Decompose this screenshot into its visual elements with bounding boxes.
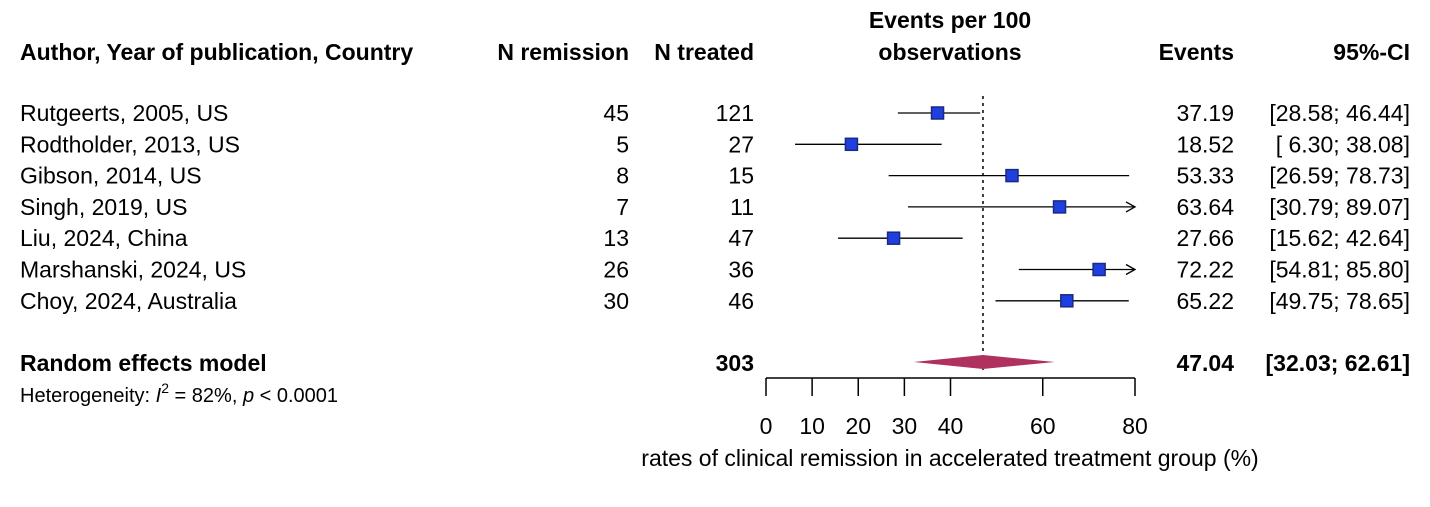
study-label: Choy, 2024, Australia [20, 288, 237, 314]
study-events: 18.52 [1176, 131, 1234, 157]
study-events: 27.66 [1176, 225, 1234, 251]
study-events: 63.64 [1176, 194, 1234, 220]
pooled-label: Random effects model [20, 350, 267, 376]
study-n-treated: 11 [730, 194, 754, 220]
x-axis-tick-label: 60 [1030, 413, 1056, 439]
study-ci-arrow [1125, 263, 1137, 276]
x-axis-tick-label: 80 [1122, 413, 1148, 439]
study-point-square [1005, 168, 1019, 183]
heterogeneity-text: Heterogeneity: I2 = 82%, p < 0.0001 [20, 380, 338, 407]
header-ci: 95%-CI [1333, 39, 1410, 65]
heterogeneity-p-value: < 0.0001 [254, 385, 338, 407]
study-n-remission: 5 [616, 131, 629, 157]
x-axis-tick-label: 20 [845, 413, 871, 439]
study-n-remission: 26 [603, 257, 629, 283]
header-study: Author, Year of publication, Country [20, 39, 413, 65]
study-n-treated: 121 [716, 100, 754, 126]
study-n-treated: 46 [728, 288, 754, 314]
heterogeneity-prefix: Heterogeneity: [20, 385, 156, 407]
study-point-square [1092, 262, 1106, 277]
x-axis-tick-label: 40 [938, 413, 964, 439]
study-n-remission: 7 [616, 194, 629, 220]
pooled-ci: [32.03; 62.61] [1266, 350, 1410, 376]
study-ci: [15.62; 42.64] [1269, 225, 1410, 251]
study-point-square [844, 137, 859, 152]
pooled-diamond [913, 355, 1055, 369]
x-axis: 0 10 20 30 40 60 80 [760, 377, 1148, 439]
x-axis-tick-label: 10 [799, 413, 825, 439]
heterogeneity-p-symbol: p [242, 385, 254, 407]
study-label: Marshanski, 2024, US [20, 257, 246, 283]
study-ci: [26.59; 78.73] [1269, 163, 1410, 189]
study-label: Singh, 2019, US [20, 194, 188, 220]
study-ci-arrow [1125, 201, 1137, 213]
study-rows: Rutgeerts, 2005, US 45 121 37.19 [28.58; 46.… [20, 100, 1410, 314]
header-events: Events [1159, 39, 1234, 65]
x-axis-tick-label: 30 [892, 413, 918, 439]
study-label: Gibson, 2014, US [20, 163, 202, 189]
heterogeneity-i-symbol: I [156, 385, 162, 407]
study-n-remission: 13 [603, 225, 629, 251]
study-ci: [30.79; 89.07] [1269, 194, 1410, 220]
pooled-n-treated: 303 [716, 350, 754, 376]
study-point-square [1060, 294, 1074, 308]
x-axis-tick-label: 0 [760, 413, 773, 439]
study-n-treated: 15 [728, 163, 754, 189]
study-ci: [28.58; 46.44] [1269, 100, 1410, 126]
study-label: Liu, 2024, China [20, 225, 188, 251]
header-plot-line1: Events per 100 [869, 7, 1031, 33]
study-events: 72.22 [1176, 257, 1234, 283]
study-point-square [886, 231, 901, 245]
study-events: 65.22 [1176, 288, 1234, 314]
x-axis-label: rates of clinical remission in accelerat… [641, 445, 1258, 471]
study-n-remission: 45 [603, 100, 629, 126]
study-label: Rutgeerts, 2005, US [20, 100, 228, 126]
study-n-treated: 27 [728, 131, 754, 157]
study-events: 37.19 [1176, 100, 1234, 126]
study-point-square [930, 106, 945, 120]
study-ci: [ 6.30; 38.08] [1276, 131, 1410, 157]
study-n-remission: 8 [616, 163, 629, 189]
study-events: 53.33 [1176, 163, 1234, 189]
study-label: Rodtholder, 2013, US [20, 131, 240, 157]
study-point-square [1052, 200, 1067, 214]
header-n-remission: N remission [497, 39, 629, 65]
header-plot-line2: observations [878, 39, 1021, 65]
heterogeneity-i-value: = 82%, [169, 385, 243, 407]
study-ci: [54.81; 85.80] [1269, 257, 1410, 283]
header-n-treated: N treated [654, 39, 754, 65]
study-n-remission: 30 [603, 288, 629, 314]
study-ci: [49.75; 78.65] [1269, 288, 1410, 314]
pooled-events: 47.04 [1176, 350, 1234, 376]
study-n-treated: 36 [728, 257, 754, 283]
study-n-treated: 47 [728, 225, 754, 251]
heterogeneity-i-sup: 2 [161, 380, 169, 396]
